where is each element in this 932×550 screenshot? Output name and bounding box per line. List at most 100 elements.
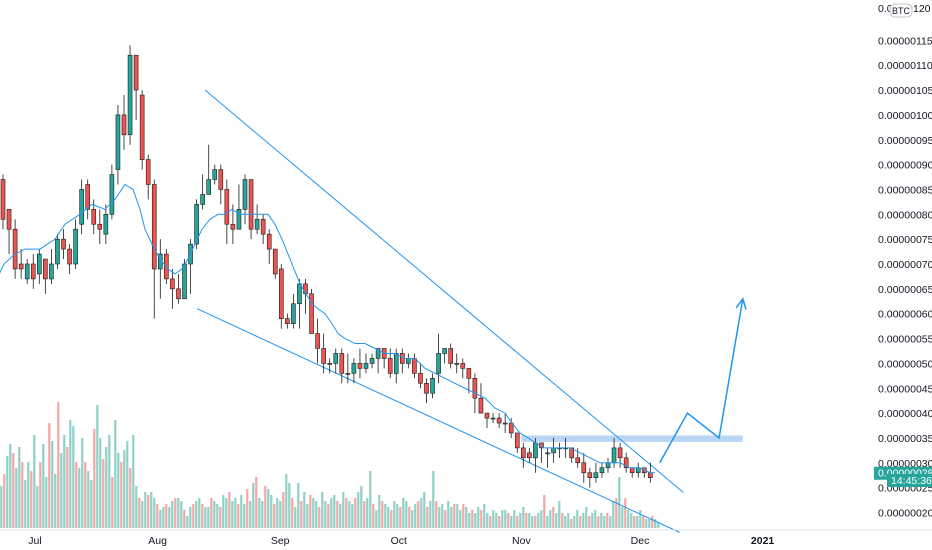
volume-bar — [6, 456, 9, 528]
candle — [260, 214, 266, 245]
candle — [291, 293, 296, 329]
price-axis[interactable]: 0.00000115 0.00000110 0.00000105 0.00000100… — [872, 0, 932, 530]
volume-bar — [249, 501, 252, 528]
candle — [363, 353, 369, 374]
volume-bar — [384, 504, 387, 528]
candle — [254, 204, 260, 235]
y-tick-label: 0.00000100 — [878, 110, 932, 122]
volume-bar — [123, 450, 126, 528]
y-tick-label: 0.00000040 — [878, 408, 932, 420]
volume-bar — [213, 501, 216, 528]
volume-bar — [300, 501, 303, 528]
candle — [266, 229, 272, 264]
volume-bar — [354, 498, 357, 528]
volume-bar — [381, 501, 384, 528]
volume-bar — [282, 492, 285, 528]
candle — [43, 258, 48, 294]
volume-bar — [291, 498, 294, 528]
channel-line-upper[interactable] — [204, 89, 684, 494]
volume-bar — [261, 501, 264, 528]
trendlines[interactable] — [196, 89, 747, 533]
volume-bar — [654, 519, 657, 528]
volume-bar — [378, 495, 381, 528]
volume-bar — [222, 495, 225, 528]
volume-bar — [99, 438, 102, 528]
volume-bar — [33, 435, 36, 528]
volume-bar — [549, 510, 552, 528]
volume-bar — [48, 423, 51, 528]
volume-bar — [255, 477, 258, 528]
candle — [406, 353, 411, 369]
volume-bar — [72, 426, 75, 528]
volume-bar — [258, 498, 261, 528]
channel-line-lower[interactable] — [196, 308, 680, 533]
volume-bar — [495, 513, 498, 528]
volume-bar — [303, 492, 306, 528]
candle — [6, 209, 12, 255]
volume-bar — [192, 504, 195, 528]
resistance-zone[interactable] — [521, 435, 743, 442]
candle — [30, 254, 36, 289]
volume-bar — [621, 507, 624, 528]
volume-bar — [27, 462, 30, 528]
candle — [599, 462, 605, 478]
x-tick-label: Nov — [512, 535, 531, 547]
volume-bar — [645, 519, 648, 528]
volume-bar — [555, 513, 558, 528]
volume-bar — [351, 504, 354, 528]
time-axis[interactable]: Jul Aug Sep Oct Nov Dec 2021 — [0, 529, 932, 547]
volume-bar — [372, 504, 375, 528]
last-price-badge: 0.00000028 14:45:36 — [874, 466, 932, 487]
candle — [333, 348, 339, 374]
currency-badge[interactable]: BTC — [889, 3, 913, 18]
volume-bar — [516, 516, 519, 528]
volume-bar — [69, 420, 72, 528]
volume-bar — [243, 504, 246, 528]
volume-bar — [327, 504, 330, 528]
volume-bar — [168, 507, 171, 528]
candle — [18, 249, 24, 279]
volume-bar — [105, 447, 108, 528]
volume-bar — [210, 498, 213, 528]
y-tick-label: 0.00000080 — [878, 209, 932, 221]
volume-bar — [528, 513, 531, 528]
candle — [478, 383, 484, 414]
volume-bar — [183, 510, 186, 528]
volume-bar — [498, 516, 501, 528]
candle — [0, 174, 6, 230]
volume-bar — [432, 471, 435, 528]
y-tick-label: 0.00000075 — [878, 234, 932, 246]
volume-bar — [312, 498, 315, 528]
candle — [303, 278, 308, 314]
y-tick-label-top-suffix: 120 — [913, 3, 931, 15]
volume-bar — [87, 471, 90, 528]
candle — [139, 90, 145, 170]
x-tick-label: 2021 — [751, 535, 775, 547]
volume-bar — [129, 468, 132, 528]
volume-bar — [570, 519, 573, 528]
candle — [617, 442, 623, 468]
volume-bar — [204, 507, 207, 528]
y-tick-label: 0.00000020 — [878, 508, 932, 520]
volume-bar — [582, 513, 585, 528]
candle — [593, 462, 599, 483]
volume-bar — [492, 510, 495, 528]
volume-bar — [141, 501, 144, 528]
volume-bar — [111, 477, 114, 528]
volume-bar — [657, 522, 660, 528]
volume-bar — [408, 507, 411, 528]
volume-bar — [456, 504, 459, 528]
candle — [430, 373, 435, 399]
projection-path[interactable] — [659, 298, 744, 464]
volume-bar — [363, 501, 366, 528]
volume-bar — [630, 513, 633, 528]
volume-bar — [171, 501, 174, 528]
volume-bar — [186, 516, 189, 528]
volume-bar — [132, 435, 135, 528]
y-tick-label-top: 0.0 — [878, 3, 893, 15]
volume-bar — [3, 474, 6, 528]
volume-bar — [447, 501, 450, 528]
volume-bar — [624, 498, 627, 528]
y-tick-label: 0.00000050 — [878, 358, 932, 370]
